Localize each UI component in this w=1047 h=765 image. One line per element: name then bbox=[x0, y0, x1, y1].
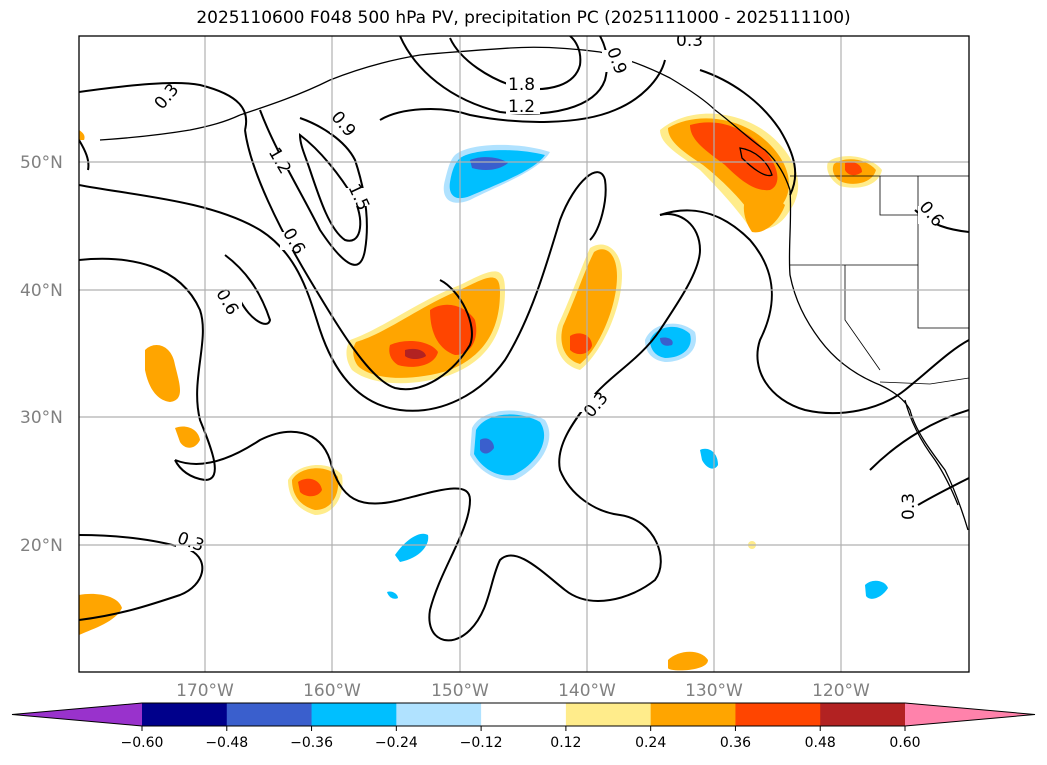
contour-1.8-north bbox=[449, 36, 582, 91]
mexico-border bbox=[879, 377, 969, 385]
contour-0.6-east bbox=[659, 209, 969, 415]
neg-area-gulf-core bbox=[470, 157, 508, 171]
neg-area-central-core bbox=[480, 438, 494, 454]
lon-labels: 170°W 160°W 150°W 140°W 130°W 120°W bbox=[176, 681, 870, 701]
contour-0.3-west bbox=[79, 534, 204, 621]
contour-labels: 0.3 0.9 1.2 1.8 1.2 1.5 0.6 0.6 0.3 0.3 … bbox=[150, 31, 948, 556]
colorbar-tick-label: −0.48 bbox=[205, 735, 248, 751]
colorbar-tick-label: −0.24 bbox=[375, 735, 418, 751]
precip-area-pnw-tail bbox=[743, 196, 785, 233]
lat-label-30n: 30°N bbox=[20, 408, 63, 428]
lon-label-140w: 140°W bbox=[558, 681, 616, 701]
contour-label: 1.8 bbox=[508, 75, 535, 95]
colorbar-segment bbox=[481, 703, 567, 726]
contour-0.6-bc bbox=[699, 69, 797, 196]
colorbar-segment bbox=[650, 703, 736, 726]
colorbar-tick-label: 0.48 bbox=[805, 735, 836, 751]
precip-area-left-edge bbox=[79, 130, 85, 140]
contour-0.6-trough bbox=[79, 171, 607, 412]
precip-area-idaho-red bbox=[845, 162, 862, 176]
lat-label-50n: 50°N bbox=[20, 153, 63, 173]
contour-0.3-se bbox=[869, 409, 969, 471]
map-title: 2025110600 F048 500 hPa PV, precipitatio… bbox=[196, 8, 851, 28]
contour-label: 1.5 bbox=[344, 181, 374, 214]
neg-area-small2 bbox=[865, 580, 888, 599]
contour-label: 0.3 bbox=[676, 31, 703, 51]
contour-0.3-north bbox=[79, 82, 248, 131]
us-west-coast bbox=[788, 189, 969, 531]
colorbar: −0.60 −0.48 −0.36 −0.24 −0.12 0.12 0.24 0.36 0.4… bbox=[11, 702, 1036, 751]
map-frame bbox=[78, 35, 970, 673]
contour-0.9-trough bbox=[244, 129, 473, 391]
contour-0.6-left bbox=[224, 254, 272, 325]
contour-label: 0.3 bbox=[174, 528, 206, 556]
lat-label-40n: 40°N bbox=[20, 281, 63, 301]
contour-0.3-main bbox=[174, 213, 702, 642]
colorbar-tick-label: 0.12 bbox=[550, 735, 581, 751]
precip-area-sw-red bbox=[298, 478, 322, 497]
lon-label-130w: 130°W bbox=[685, 681, 743, 701]
colorbar-tick-label: −0.36 bbox=[290, 735, 333, 751]
neg-area-gulf bbox=[449, 150, 545, 199]
neg-area-small3 bbox=[387, 591, 398, 599]
precip-area-pnw-red bbox=[690, 122, 778, 191]
precip-area-west-1 bbox=[145, 345, 180, 402]
contour-label: 0.3 bbox=[899, 493, 919, 520]
precip-positive-areas bbox=[79, 113, 882, 671]
neg-area-small1 bbox=[700, 448, 718, 469]
neg-area-hawaii bbox=[395, 533, 429, 562]
state-border-1 bbox=[879, 176, 918, 216]
lat-label-20n: 20°N bbox=[20, 536, 63, 556]
lat-labels: 50°N 40°N 30°N 20°N bbox=[20, 153, 63, 556]
colorbar-segment bbox=[311, 703, 397, 726]
contour-left-loop bbox=[79, 139, 90, 171]
colorbar-tick-label: −0.60 bbox=[121, 735, 164, 751]
neg-area-132w-core bbox=[660, 337, 673, 346]
vancouver-island bbox=[739, 147, 773, 177]
state-border-3 bbox=[917, 176, 969, 329]
colorbar-extend-high bbox=[905, 703, 1035, 726]
neg-area-central bbox=[474, 414, 545, 476]
contour-0.3-se2 bbox=[917, 477, 969, 506]
contour-1.2-trough bbox=[259, 109, 368, 266]
graticule bbox=[79, 36, 969, 672]
colorbar-tick-label: −0.12 bbox=[460, 735, 503, 751]
precip-negative-areas bbox=[387, 144, 888, 599]
lon-label-150w: 150°W bbox=[431, 681, 489, 701]
precip-area-pnw-orange bbox=[668, 118, 789, 219]
aleutian-chain bbox=[99, 114, 241, 141]
colorbar-segment bbox=[735, 703, 821, 726]
precip-area-far-west bbox=[79, 593, 122, 635]
contour-label: 1.2 bbox=[508, 97, 535, 117]
colorbar-segment bbox=[142, 703, 228, 726]
contour-0.9-north bbox=[379, 59, 666, 123]
precip-area-central-red1 bbox=[430, 304, 477, 355]
pv-contours bbox=[79, 36, 969, 642]
precip-area-west-2 bbox=[175, 426, 200, 448]
colorbar-segment bbox=[820, 703, 906, 726]
precip-area-south bbox=[668, 651, 708, 671]
contour-label: 0.3 bbox=[151, 80, 184, 114]
borders bbox=[790, 175, 969, 385]
lon-label-120w: 120°W bbox=[812, 681, 870, 701]
precip-area-central-dark bbox=[405, 348, 426, 359]
colorbar-tick-label: 0.36 bbox=[720, 735, 751, 751]
contour-1.5-core bbox=[298, 132, 362, 242]
alaska-coast bbox=[239, 46, 716, 116]
colorbar-segment bbox=[565, 703, 652, 726]
colorbar-segment bbox=[226, 703, 313, 726]
contour-0.3-central bbox=[79, 257, 216, 482]
bc-coast bbox=[714, 109, 791, 191]
lon-label-170w: 170°W bbox=[176, 681, 234, 701]
colorbar-tick-label: 0.60 bbox=[889, 735, 920, 751]
colorbar-segment bbox=[396, 703, 482, 726]
colorbar-tick-label: 0.24 bbox=[635, 735, 666, 751]
state-border-4 bbox=[844, 265, 881, 371]
colorbar-extend-low bbox=[12, 703, 142, 726]
lon-label-160w: 160°W bbox=[303, 681, 361, 701]
